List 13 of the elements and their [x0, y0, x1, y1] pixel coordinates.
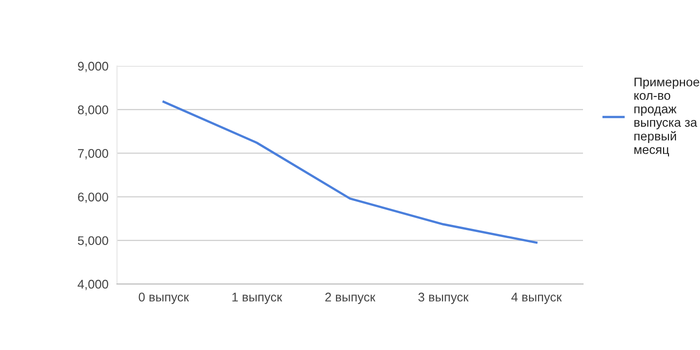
- y-tick-label: 8,000: [78, 105, 108, 116]
- x-tick-label: 0 выпуск: [138, 292, 189, 304]
- x-tick-label: 2 выпуск: [325, 292, 376, 304]
- y-tick-label: 9,000: [78, 62, 108, 72]
- legend-label: Примерное кол-во продаж выпуска за первый месяц: [634, 78, 700, 156]
- x-tick-label: 1 выпуск: [232, 292, 282, 304]
- y-tick-label: 4,000: [78, 280, 108, 290]
- y-tick-label: 6,000: [78, 192, 108, 203]
- x-tick-label: 3 выпуск: [418, 292, 469, 304]
- x-tick-label: 4 выпуск: [511, 292, 562, 304]
- line-series: [162, 100, 538, 244]
- y-tick-label: 7,000: [78, 149, 108, 160]
- y-tick-label: 5,000: [78, 236, 108, 247]
